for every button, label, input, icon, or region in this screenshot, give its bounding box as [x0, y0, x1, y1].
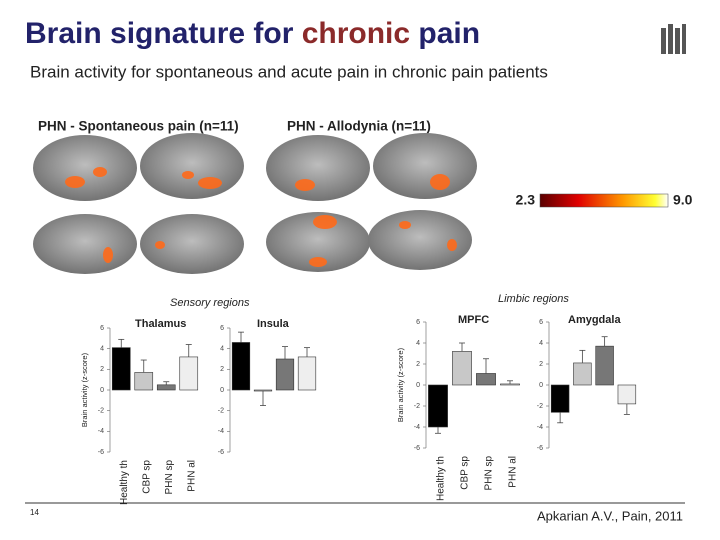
- panel-label: PHN - Allodynia (n=11): [287, 119, 431, 134]
- bar: [275, 358, 295, 391]
- y-tick-label: 4: [100, 346, 104, 353]
- colorbar: [539, 193, 669, 208]
- slide-title: Brain signature for chronic pain: [25, 17, 480, 50]
- y-tick-label: 6: [416, 319, 420, 326]
- bar: [179, 356, 199, 391]
- x-tick-label: PHN al: [186, 460, 197, 492]
- group-label: Sensory regions: [170, 297, 250, 309]
- chart-title: Thalamus: [135, 318, 186, 330]
- bar: [428, 384, 448, 428]
- group-label: Limbic regions: [498, 293, 569, 305]
- y-tick-label: -6: [537, 445, 543, 452]
- bar: [156, 384, 176, 391]
- y-tick-label: -4: [218, 428, 224, 435]
- colorbar-min: 2.3: [516, 192, 536, 208]
- logo: [661, 24, 686, 54]
- chart-title: Insula: [257, 318, 290, 330]
- y-tick-label: 0: [416, 382, 420, 389]
- y-axis-label: Brain activity (z-score): [396, 347, 405, 422]
- y-tick-label: 2: [100, 366, 104, 373]
- panel-label: PHN - Spontaneous pain (n=11): [38, 119, 239, 134]
- citation: Apkarian A.V., Pain, 2011: [537, 508, 683, 523]
- y-tick-label: -2: [98, 408, 104, 415]
- x-tick-label: PHN sp: [484, 456, 495, 491]
- y-tick-label: -2: [537, 403, 543, 410]
- y-tick-label: 6: [539, 319, 543, 326]
- bar: [134, 372, 154, 391]
- bar: [111, 347, 131, 391]
- chart-title: Amygdala: [568, 314, 621, 326]
- y-tick-label: -2: [218, 408, 224, 415]
- x-tick-label: CBP sp: [460, 456, 471, 490]
- page-number: 14: [30, 508, 39, 517]
- bar: [297, 356, 317, 391]
- bar: [617, 384, 637, 405]
- bar: [476, 373, 496, 386]
- y-tick-label: -6: [98, 449, 104, 456]
- bar: [253, 389, 273, 392]
- chart-title: MPFC: [458, 314, 489, 326]
- x-tick-label: Healthy th: [436, 456, 447, 501]
- y-tick-label: -2: [414, 403, 420, 410]
- brain-images: [33, 133, 477, 274]
- y-tick-label: -6: [218, 449, 224, 456]
- bar: [500, 383, 520, 386]
- y-tick-label: 4: [416, 340, 420, 347]
- colorbar-max: 9.0: [673, 192, 693, 208]
- x-tick-label: Healthy th: [119, 460, 130, 505]
- y-axis-label: Brain activity (z-score): [80, 352, 89, 427]
- y-tick-label: 4: [539, 340, 543, 347]
- bar: [595, 345, 614, 386]
- y-tick-label: -4: [98, 428, 104, 435]
- y-tick-label: 2: [539, 361, 543, 368]
- y-tick-label: 2: [416, 361, 420, 368]
- title-part: Brain signature for: [25, 17, 294, 50]
- y-tick-label: -4: [537, 424, 543, 431]
- title-highlight: chronic: [302, 17, 410, 50]
- y-tick-label: 2: [220, 366, 224, 373]
- x-tick-label: CBP sp: [141, 460, 152, 494]
- y-tick-label: 0: [220, 387, 224, 394]
- title-part: pain: [418, 17, 480, 50]
- y-tick-label: 6: [100, 325, 104, 332]
- bar: [231, 342, 251, 391]
- y-tick-label: 6: [220, 325, 224, 332]
- x-tick-label: PHN sp: [164, 460, 175, 495]
- subtitle: Brain activity for spontaneous and acute…: [30, 62, 548, 81]
- y-tick-label: 4: [220, 346, 224, 353]
- bar: [573, 362, 592, 386]
- y-tick-label: 0: [100, 387, 104, 394]
- x-tick-label: PHN al: [508, 456, 519, 488]
- y-tick-label: 0: [539, 382, 543, 389]
- y-tick-label: -4: [414, 424, 420, 431]
- bar: [550, 384, 570, 413]
- bar: [452, 351, 472, 386]
- y-tick-label: -6: [414, 445, 420, 452]
